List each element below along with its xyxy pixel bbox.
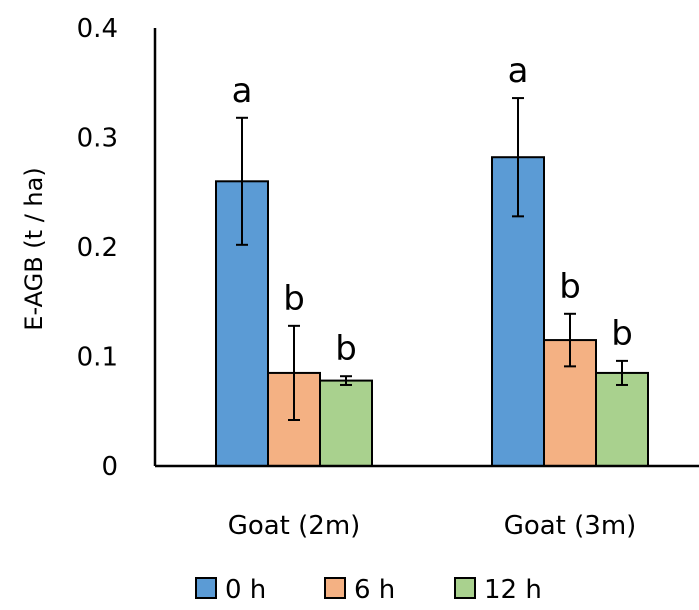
significance-label: b (283, 279, 305, 319)
legend-label: 6 h (354, 575, 395, 605)
significance-label: b (559, 267, 581, 307)
legend-swatch (195, 577, 217, 599)
significance-label: b (611, 314, 633, 354)
significance-label: a (232, 71, 253, 111)
y-tick-label: 0.1 (77, 343, 118, 373)
significance-label: b (335, 329, 357, 369)
x-tick-label: Goat (2m) (228, 511, 361, 541)
y-tick-label: 0.2 (77, 233, 118, 263)
bar-12h (595, 371, 649, 467)
y-tick-label: 0.3 (77, 124, 118, 154)
legend-swatch (454, 577, 476, 599)
significance-label: a (508, 51, 529, 91)
bar-12h (319, 379, 373, 467)
legend-label: 0 h (225, 575, 266, 605)
x-tick-label: Goat (3m) (504, 511, 637, 541)
legend: 0 h 6 h 12 h (195, 575, 542, 605)
legend-label: 12 h (484, 575, 542, 605)
y-tick-label: 0.4 (77, 14, 118, 44)
y-tick-label: 0 (101, 452, 118, 482)
y-axis-label: E-AGB (t / ha) (20, 167, 48, 330)
legend-swatch (324, 577, 346, 599)
